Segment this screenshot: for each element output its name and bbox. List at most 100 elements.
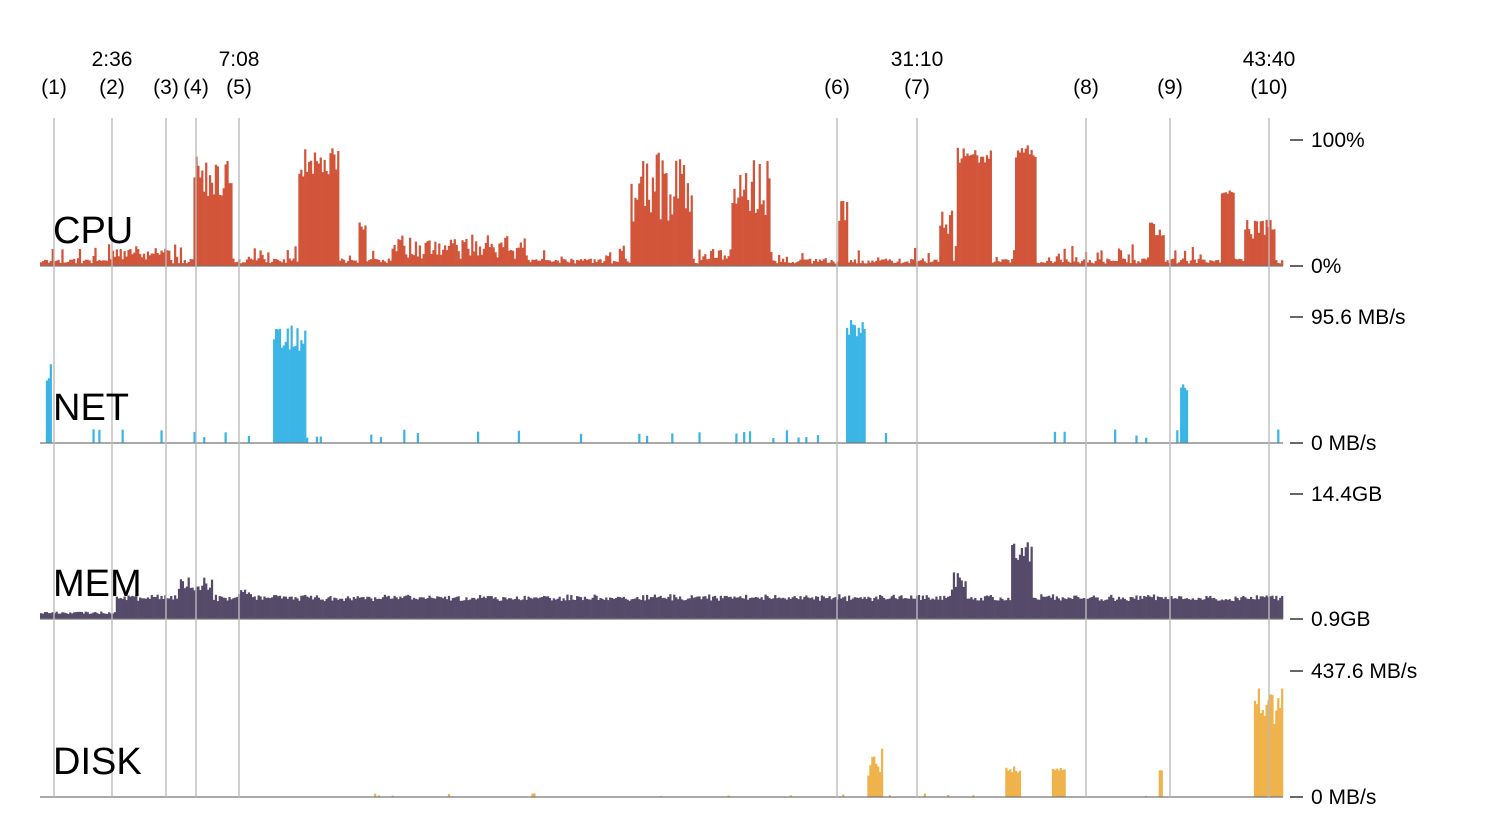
cpu-bar — [816, 261, 820, 266]
disk-bar — [888, 795, 891, 797]
cpu-bar — [678, 159, 682, 266]
mem-bar — [801, 599, 804, 619]
mem-bar — [1055, 596, 1058, 619]
cpu-bar — [393, 244, 396, 266]
mem-bar — [935, 596, 938, 619]
net-bar — [403, 429, 406, 443]
disk-bar — [1011, 772, 1014, 797]
cpu-bar — [1275, 260, 1278, 266]
mem-bar — [896, 599, 899, 619]
cpu-bar — [585, 260, 588, 266]
mem-bar — [1075, 595, 1078, 619]
net-bar — [121, 429, 124, 443]
mem-bar — [98, 613, 101, 619]
cpu-bar — [127, 250, 130, 266]
cpu-bar — [599, 259, 602, 266]
net-bar — [517, 430, 521, 443]
cpu-bar — [467, 248, 470, 266]
cpu-bar — [811, 263, 814, 266]
cpu-bar — [793, 263, 796, 266]
cpu-bar — [1248, 229, 1251, 266]
cpu-bar — [991, 262, 994, 266]
net-bar — [748, 431, 752, 443]
mem-bar — [170, 595, 173, 619]
cpu-bar — [1230, 191, 1233, 266]
cpu-bar — [434, 241, 437, 266]
mem-bar — [311, 599, 315, 619]
cpu-bar — [970, 154, 973, 266]
cpu-bar — [1180, 259, 1183, 266]
mem-bar — [671, 600, 674, 619]
disk-bar — [947, 794, 950, 797]
mem-bar — [725, 595, 728, 619]
cpu-bar — [952, 260, 956, 266]
mem-bar — [999, 597, 1002, 619]
mem-bar — [228, 597, 231, 619]
mem-bar — [424, 598, 427, 619]
mem-bar — [199, 590, 202, 619]
mem-bar — [111, 613, 115, 619]
mem-bar — [847, 595, 851, 619]
cpu-bar — [478, 246, 482, 266]
cpu-bar — [543, 250, 546, 266]
cpu-bar — [1030, 149, 1033, 266]
cpu-bar — [104, 260, 107, 266]
mem-bar — [393, 595, 396, 619]
cpu-bar — [579, 259, 583, 266]
mem-bar — [508, 598, 511, 619]
cpu-bar — [1032, 155, 1035, 266]
disk-bar — [873, 756, 876, 797]
mem-bar — [729, 596, 732, 619]
disk-bar — [377, 795, 381, 797]
mem-bar — [741, 598, 744, 619]
cpu-bar — [966, 153, 969, 266]
mem-bar — [527, 596, 530, 619]
cpu-bar — [859, 263, 862, 266]
cpu-bar — [525, 255, 528, 266]
cpu-bar — [432, 250, 435, 266]
cpu-bar — [1100, 250, 1103, 266]
cpu-bar — [482, 248, 486, 266]
mem-bar — [952, 572, 956, 619]
cpu-bar — [475, 241, 478, 266]
disk-bar — [1018, 770, 1022, 797]
disk-bar — [533, 793, 536, 797]
disk-bar — [1281, 688, 1284, 797]
cpu-bar — [140, 257, 144, 266]
mem-bar — [1137, 599, 1140, 619]
cpu-bar — [98, 259, 101, 266]
net-bar — [884, 432, 888, 443]
mem-bar — [607, 600, 610, 619]
cpu-bar — [1164, 261, 1167, 266]
mem-bar — [989, 595, 992, 619]
cpu-bar — [927, 253, 930, 266]
cpu-bar — [649, 212, 653, 266]
mem-bar — [1094, 597, 1097, 619]
cpu-bar — [247, 256, 251, 266]
cpu-bar — [511, 250, 515, 266]
cpu-bar — [591, 262, 594, 266]
mem-bar — [805, 595, 808, 619]
cpu-bar — [568, 262, 571, 266]
cpu-bar — [644, 206, 647, 266]
cpu-bar — [882, 259, 886, 266]
cpu-bar — [834, 263, 837, 266]
mem-bar — [471, 597, 474, 619]
mem-bar — [1180, 596, 1183, 619]
cpu-bar — [49, 260, 52, 266]
mem-bar — [321, 599, 324, 619]
cpu-bar — [904, 261, 907, 266]
cpu-bar — [1127, 254, 1130, 266]
mem-bar — [325, 598, 328, 619]
mem-bar — [150, 595, 153, 619]
cpu-bar — [1244, 229, 1247, 266]
mem-bar — [416, 599, 420, 619]
cpu-bar — [271, 261, 274, 266]
mem-bar — [71, 613, 74, 619]
mem-bar — [931, 598, 934, 619]
cpu-bar — [1182, 258, 1185, 266]
mem-bar — [863, 596, 866, 619]
net-bar — [282, 345, 286, 443]
cpu-bar — [222, 188, 225, 266]
mem-bar — [770, 599, 773, 619]
